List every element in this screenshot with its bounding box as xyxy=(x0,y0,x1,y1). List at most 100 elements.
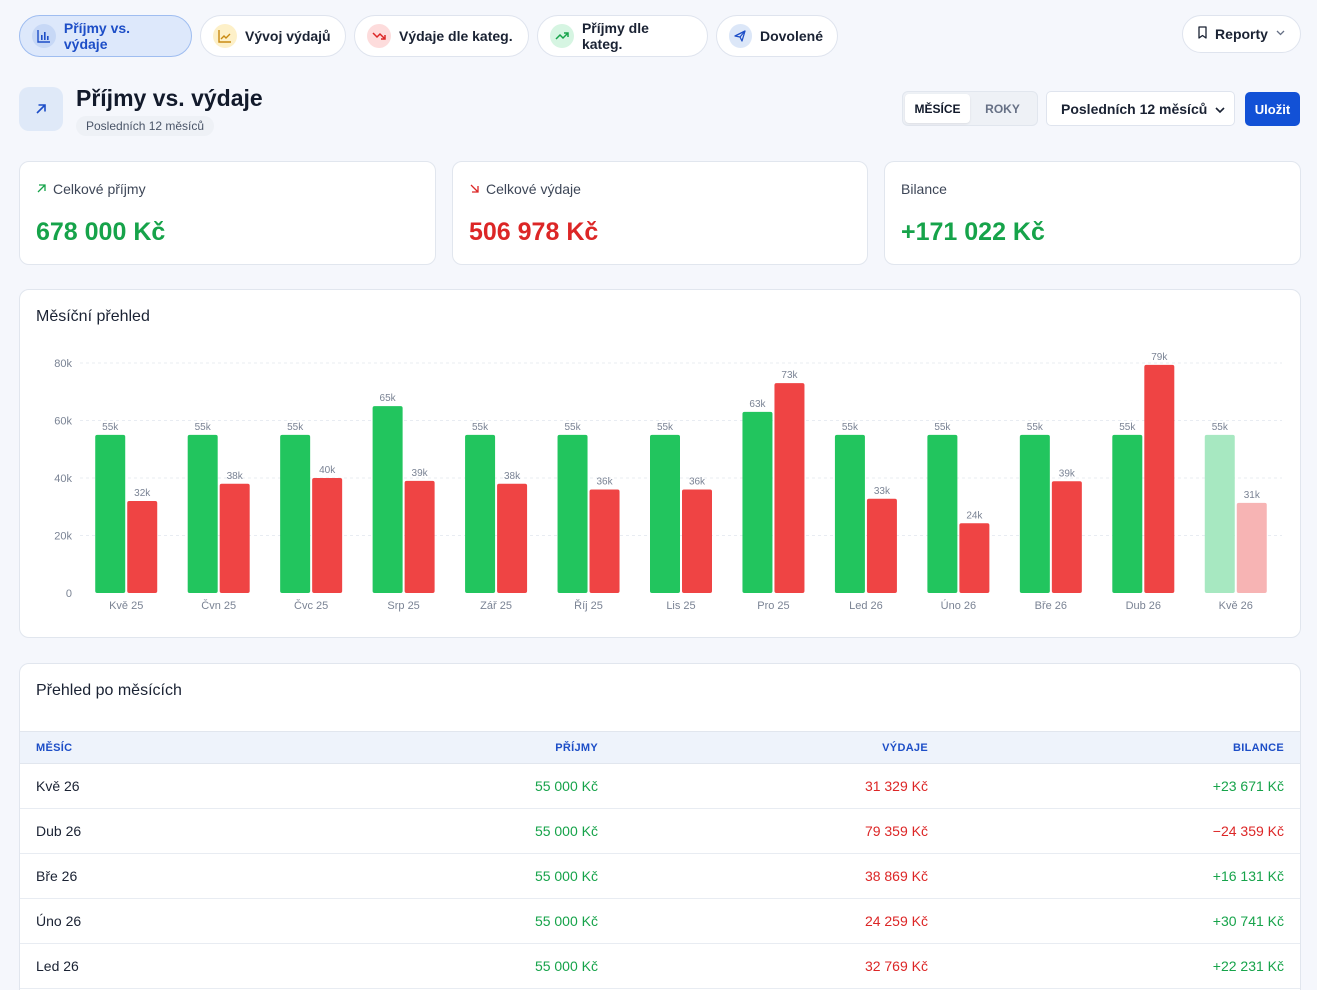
expense-bar xyxy=(1144,364,1175,593)
table-header: MĚSÍC PŘÍJMY VÝDAJE BILANCE xyxy=(20,731,1300,764)
balance-label: Bilance xyxy=(901,181,947,197)
expense-bar xyxy=(682,489,712,593)
cell-balance: −24 359 Kč xyxy=(1212,823,1284,839)
tab-income-by-category[interactable]: Příjmy dle kateg. xyxy=(537,15,708,57)
x-tick-label: Čvn 25 xyxy=(201,599,236,612)
expense-bar xyxy=(404,480,435,593)
x-tick-label: Dub 26 xyxy=(1126,600,1161,612)
x-tick-label: Lis 25 xyxy=(666,600,695,612)
data-label: 55k xyxy=(1119,422,1136,433)
save-button[interactable]: Uložit xyxy=(1245,92,1300,126)
x-tick-label: Kvě 25 xyxy=(109,600,143,612)
data-label: 55k xyxy=(472,422,489,433)
toggle-months[interactable]: MĚSÍCE xyxy=(905,94,970,123)
income-value: 678 000 Kč xyxy=(36,218,166,246)
trending-up-icon xyxy=(550,24,574,48)
stat-card-income: Celkové příjmy 678 000 Kč xyxy=(19,161,436,265)
column-month: MĚSÍC xyxy=(36,742,73,754)
cell-expenses: 24 259 Kč xyxy=(864,913,928,929)
income-bar xyxy=(1112,434,1143,593)
tab-vacations[interactable]: Dovolené xyxy=(716,15,838,57)
tab-label: Vývoj výdajů xyxy=(245,28,331,44)
data-label: 55k xyxy=(1212,422,1229,433)
expenses-value: 506 978 Kč xyxy=(469,218,599,246)
chevron-down-icon xyxy=(1274,26,1287,42)
column-income: PŘÍJMY xyxy=(555,742,598,754)
cell-expenses: 31 329 Kč xyxy=(864,778,928,794)
data-label: 36k xyxy=(596,477,613,488)
data-label: 55k xyxy=(1027,422,1044,433)
income-bar xyxy=(834,434,865,593)
arrow-down-right-icon xyxy=(469,181,480,197)
data-label: 32k xyxy=(134,488,151,499)
cell-income: 55 000 Kč xyxy=(534,913,598,929)
cell-balance: +30 741 Kč xyxy=(1212,913,1284,929)
expense-bar xyxy=(774,383,805,593)
expense-bar xyxy=(1051,481,1082,593)
x-tick-label: Pro 25 xyxy=(757,600,789,612)
period-badge: Posledních 12 měsíců xyxy=(76,116,215,136)
data-label: 39k xyxy=(412,468,429,479)
income-bar xyxy=(742,411,773,593)
data-label: 55k xyxy=(934,422,951,433)
data-label: 31k xyxy=(1244,490,1261,501)
table-title: Přehled po měsících xyxy=(36,682,182,699)
cell-expenses: 38 869 Kč xyxy=(864,868,928,884)
range-select-value: Posledních 12 měsíců xyxy=(1061,100,1208,117)
tab-expenses-by-category[interactable]: Výdaje dle kateg. xyxy=(354,15,529,57)
bookmark-icon xyxy=(1196,26,1209,42)
data-label: 55k xyxy=(102,422,119,433)
balance-value: +171 022 Kč xyxy=(901,218,1045,246)
income-bar xyxy=(465,434,496,593)
data-label: 38k xyxy=(227,471,244,482)
table-row: Bře 26 55 000 Kč 38 869 Kč +16 131 Kč xyxy=(20,854,1300,899)
stat-card-expenses: Celkové výdaje 506 978 Kč xyxy=(452,161,868,265)
page-title: Příjmy vs. výdaje xyxy=(76,85,263,111)
x-tick-label: Led 26 xyxy=(849,600,883,612)
tab-income-vs-expenses[interactable]: Příjmy vs. výdaje xyxy=(19,15,192,57)
data-label: 40k xyxy=(319,465,336,476)
tab-expense-trend[interactable]: Vývoj výdajů xyxy=(200,15,346,57)
income-bar xyxy=(1019,434,1050,593)
expense-bar xyxy=(959,523,990,593)
expense-bar xyxy=(497,483,528,593)
data-label: 65k xyxy=(380,393,397,404)
tab-label: Příjmy dle kateg. xyxy=(581,20,649,52)
y-tick-label: 60k xyxy=(54,416,72,428)
x-tick-label: Kvě 26 xyxy=(1219,600,1253,612)
y-tick-label: 80k xyxy=(54,358,72,370)
data-label: 55k xyxy=(287,422,304,433)
plane-icon xyxy=(729,24,752,48)
table-row: Led 26 55 000 Kč 32 769 Kč +22 231 Kč xyxy=(20,944,1300,989)
stat-label: Celkové výdaje xyxy=(469,181,581,197)
x-tick-label: Srp 25 xyxy=(387,600,419,612)
stat-card-balance: Bilance +171 022 Kč xyxy=(884,161,1301,265)
arrow-up-right-icon xyxy=(19,87,63,131)
cell-income: 55 000 Kč xyxy=(534,823,598,839)
expense-bar xyxy=(589,489,620,593)
cell-balance: +23 671 Kč xyxy=(1212,778,1284,794)
data-label: 55k xyxy=(657,422,674,433)
cell-month: Led 26 xyxy=(36,958,79,974)
reports-button[interactable]: Reporty xyxy=(1182,15,1301,53)
monthly-bar-chart: 0 20k 40k 60k 80k 55k 32k Kvě 25 55k 38k Čvn 25 55k… xyxy=(54,352,1282,612)
stat-label: Celkové příjmy xyxy=(36,181,146,197)
income-bar xyxy=(95,434,126,593)
cell-month: Kvě 26 xyxy=(36,778,80,794)
cell-expenses: 79 359 Kč xyxy=(864,823,928,839)
income-label: Celkové příjmy xyxy=(53,181,146,197)
expense-bar xyxy=(219,483,250,593)
tab-label: Dovolené xyxy=(759,28,823,44)
data-label: 39k xyxy=(1059,468,1076,479)
expense-bar xyxy=(127,501,158,593)
y-tick-label: 20k xyxy=(54,531,72,543)
toggle-years[interactable]: ROKY xyxy=(985,101,1020,116)
table-row: Dub 26 55 000 Kč 79 359 Kč −24 359 Kč xyxy=(20,809,1300,854)
data-label: 73k xyxy=(781,370,798,381)
data-label: 63k xyxy=(749,399,766,410)
data-label: 38k xyxy=(504,471,521,482)
y-tick-label: 40k xyxy=(54,473,72,485)
table-row: Úno 26 55 000 Kč 24 259 Kč +30 741 Kč xyxy=(20,899,1300,944)
range-select[interactable]: Posledních 12 měsíců xyxy=(1046,91,1235,126)
income-bar xyxy=(650,434,680,593)
